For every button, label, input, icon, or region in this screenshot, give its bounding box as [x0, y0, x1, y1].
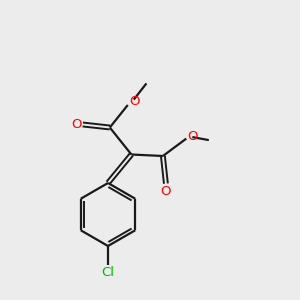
Text: O: O: [129, 95, 140, 109]
Text: O: O: [71, 118, 82, 131]
Text: Cl: Cl: [101, 266, 115, 279]
Text: O: O: [188, 130, 198, 143]
Text: O: O: [161, 184, 171, 198]
